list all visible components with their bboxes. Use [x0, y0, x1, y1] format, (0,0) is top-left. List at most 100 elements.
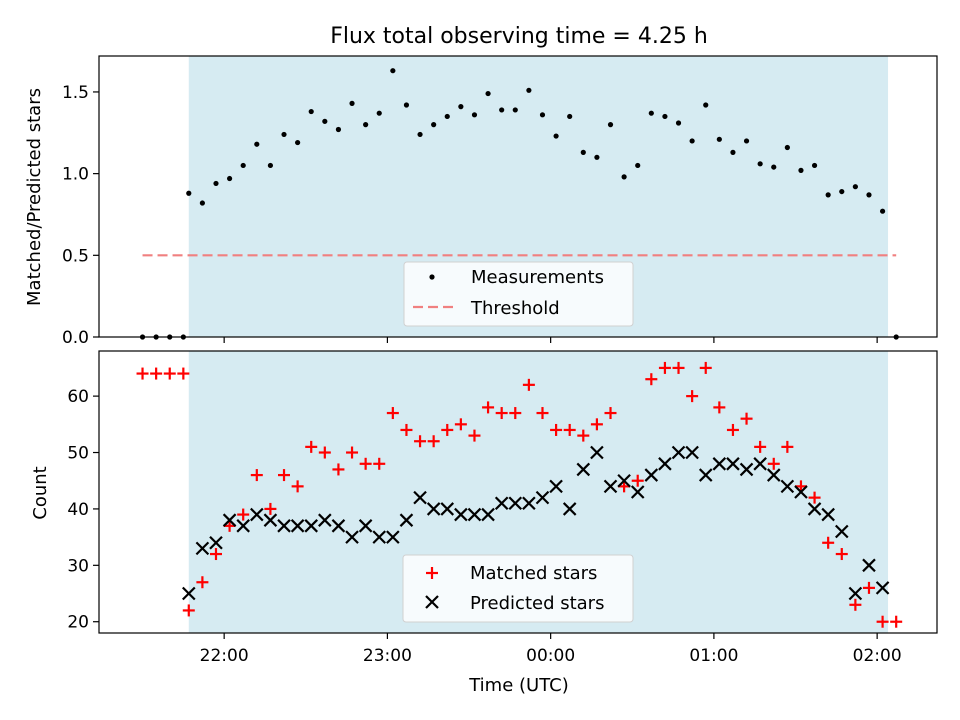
matched-star-point: [177, 367, 190, 380]
top-y-tick-label-3: 1.5: [62, 83, 89, 103]
matched-star-point: [495, 407, 508, 420]
matched-star-point: [862, 581, 875, 594]
predicted-star-point: [630, 485, 645, 499]
threshold-legend-label: Threshold: [470, 298, 560, 319]
matched-star-point: [522, 378, 535, 391]
bottom-y-tick-label-2: 40: [67, 500, 89, 520]
matched-star-point: [264, 502, 277, 515]
matched-star-point: [822, 536, 835, 549]
matched-star-point: [332, 463, 345, 476]
bottom-legend: Matched stars Predicted stars: [402, 554, 634, 623]
measurement-point: [662, 113, 668, 120]
matched-star-point: [509, 407, 522, 420]
matched-star-point: [223, 519, 236, 532]
bottom-y-axis-label: Count: [30, 466, 51, 519]
predicted-star-point: [413, 490, 427, 505]
measurement-point: [240, 162, 246, 169]
predicted-star-point: [603, 479, 618, 494]
measurement-point: [675, 120, 682, 126]
measurement-point: [267, 162, 274, 169]
matched-star-point: [550, 423, 563, 436]
top-y-tick-label-0: 0.0: [62, 328, 89, 348]
chart-title: Flux total observing time = 4.25 h: [330, 24, 708, 49]
predicted-star-point: [617, 473, 631, 488]
predicted-star-point: [753, 457, 767, 471]
predicted-star-point: [834, 524, 849, 539]
top-axes-frame: [98, 55, 938, 338]
matched-legend-label: Matched stars: [470, 563, 597, 584]
predicted-star-point: [821, 507, 835, 522]
matched-star-point: [563, 423, 576, 436]
matched-star-point: [400, 423, 413, 436]
measurement-point: [594, 154, 600, 160]
predicted-star-point: [848, 586, 863, 601]
predicted-star-point: [481, 507, 495, 522]
measurement-point: [199, 200, 205, 206]
measurement-point: [485, 90, 491, 97]
matched-star-point: [808, 491, 821, 504]
measurement-point: [648, 110, 654, 116]
top-x-ticks: [223, 337, 878, 343]
measurement-point: [322, 118, 328, 124]
measurement-point: [254, 141, 260, 147]
predicted-star-point: [780, 479, 795, 494]
predicted-star-point: [467, 507, 482, 522]
matched-star-point: [740, 412, 753, 425]
measurement-point: [716, 136, 722, 142]
top-legend: Measurements Threshold: [403, 261, 634, 327]
predicted-star-point: [290, 519, 305, 533]
matched-star-point: [645, 373, 658, 386]
measurement-point: [689, 138, 695, 144]
predicted-star-point: [522, 496, 536, 511]
matched-star-point: [291, 480, 304, 493]
matched-star-point: [618, 480, 631, 493]
matched-star-point: [604, 407, 617, 420]
matched-star-point: [849, 598, 862, 611]
predicted-star-point: [535, 490, 550, 505]
bottom-x-ticks: 22:00 23:00 00:00 01:00 02:00: [200, 633, 902, 666]
matched-star-point: [441, 423, 454, 436]
predicted-star-point: [195, 541, 210, 556]
predicted-star-point: [399, 513, 414, 527]
predicted-star-point: [426, 502, 441, 516]
matched-star-point: [754, 440, 767, 453]
predicted-star-point: [739, 462, 754, 477]
bottom-axes-frame: [98, 350, 938, 634]
predicted-star-point: [386, 530, 400, 544]
measurements-legend-label: Measurements: [471, 267, 604, 288]
predicted-star-point: [440, 502, 455, 516]
matched-star-point: [163, 367, 176, 380]
predicted-star-point: [494, 496, 509, 511]
measurement-point: [295, 139, 301, 146]
matched-star-point: [278, 469, 291, 482]
measurement-point: [743, 138, 750, 144]
predicted-star-point: [562, 502, 577, 516]
predicted-star-point: [331, 519, 346, 533]
predicted-star-point: [454, 507, 468, 522]
matched-star-point: [590, 418, 603, 431]
predicted-star-point: [658, 457, 672, 471]
measurement-points: [139, 68, 899, 340]
predicted-star-point: [576, 462, 591, 477]
predicted-star-point: [318, 513, 332, 527]
predicted-star-point: [277, 519, 291, 533]
x-tick-label-3: 01:00: [689, 646, 738, 666]
matched-star-point: [196, 576, 209, 589]
matched-legend-marker: [426, 567, 438, 579]
bottom-panel: 20 30 40 50 60 22:00 23:00 00:00 01:00 02:00 Cou…: [30, 350, 938, 696]
measurement-point: [757, 161, 763, 167]
measurement-point: [621, 174, 627, 180]
predicted-star-point: [209, 535, 223, 550]
predicted-star-point: [590, 445, 604, 460]
predicted-star-point: [222, 513, 237, 527]
measurement-point: [839, 188, 845, 195]
top-y-tick-label-2: 1.0: [62, 165, 89, 185]
matched-star-point: [386, 407, 399, 420]
predicted-star-point: [508, 496, 523, 511]
matched-stars-points: [136, 361, 903, 628]
predicted-star-point: [345, 530, 359, 544]
matched-star-point: [713, 401, 726, 414]
predicted-star-point: [304, 519, 318, 533]
predicted-star-point: [358, 519, 373, 533]
measurement-point: [526, 87, 532, 93]
